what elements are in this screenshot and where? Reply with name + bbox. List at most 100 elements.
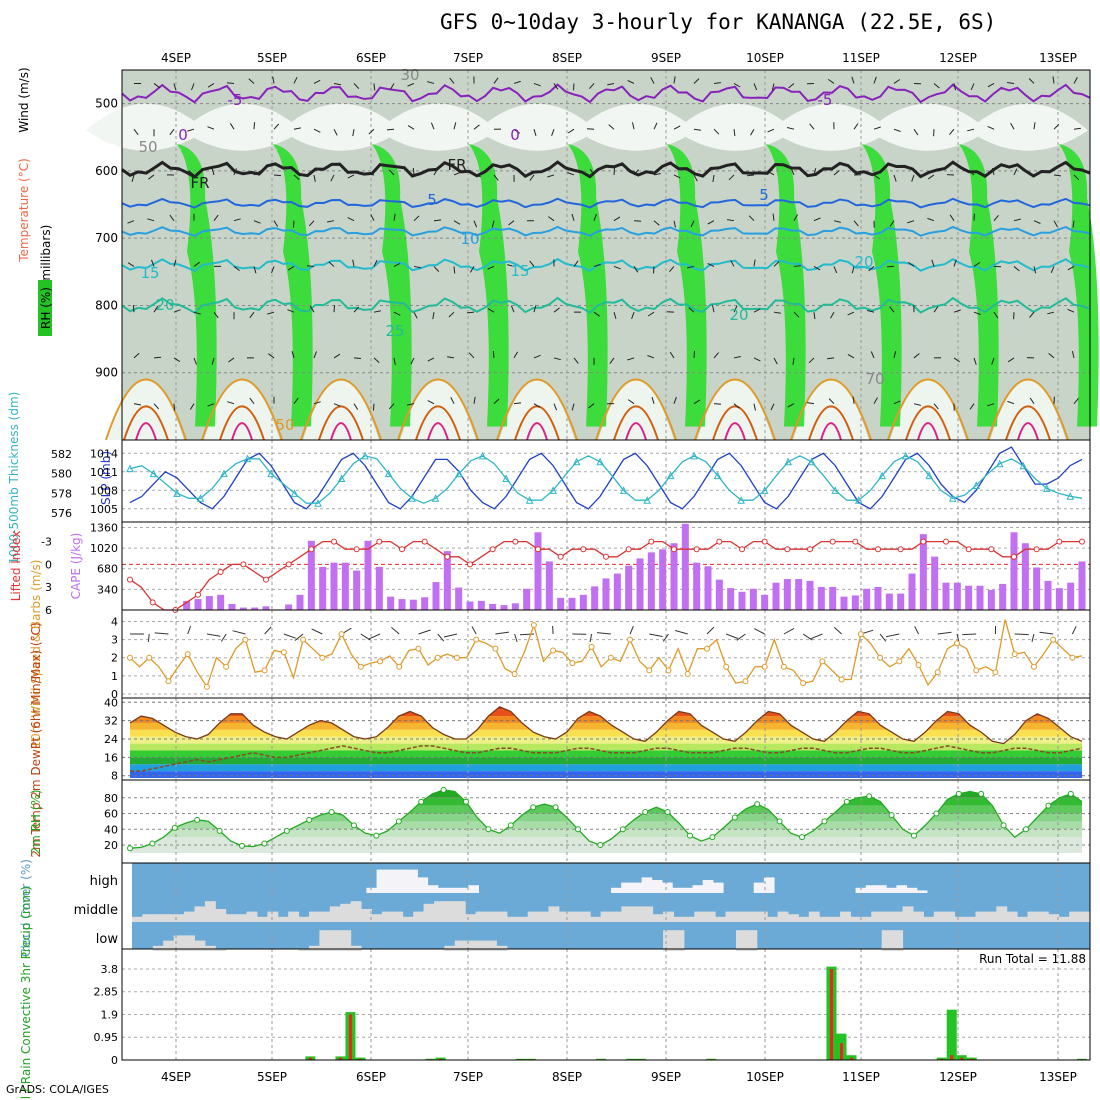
isotherm-30: [514, 405, 560, 441]
wind-barb: [193, 357, 197, 365]
rh-line-point: [619, 826, 626, 833]
surface-wind-barb: [675, 630, 688, 635]
cloud-cell: [611, 887, 622, 893]
cape-bar: [829, 586, 837, 610]
wind-barb: [727, 219, 735, 222]
pressure-field: [86, 70, 1099, 441]
wind-barb: [533, 354, 541, 359]
li-tick-label: 6: [45, 604, 52, 617]
cloud-cell: [376, 869, 388, 893]
cape-bar: [489, 603, 497, 610]
cape-bar: [613, 573, 621, 610]
wind-barb: [513, 128, 520, 134]
wind-barb: [773, 261, 780, 267]
wind-barb: [327, 220, 335, 223]
rh-line-point: [709, 834, 716, 841]
surface-wind-barb: [956, 633, 960, 643]
cloud-cell: [881, 911, 893, 922]
wind-barb: [647, 311, 655, 317]
wind-barb: [608, 124, 615, 130]
pressure-panel: (millibars) Wind (m/s) Temperature (°C) …: [17, 67, 118, 379]
cloud-cell: [1079, 911, 1091, 922]
wind-barb: [367, 173, 375, 176]
cloud-cell: [892, 911, 904, 922]
cloud-cell: [486, 911, 497, 922]
wind-barb: [750, 128, 755, 136]
wind-barb: [513, 351, 519, 359]
wind-barb: [793, 311, 800, 318]
cloud-cell: [434, 901, 445, 922]
wind-barb: [293, 174, 300, 180]
isotherm-25: [595, 378, 677, 441]
cloud-cell: [1017, 916, 1028, 922]
wind-barb: [713, 352, 719, 359]
cloud-cell: [712, 882, 724, 893]
surface-wind-barb: [810, 633, 823, 640]
thickness-tick-label: 576: [51, 507, 72, 520]
wind-barb: [211, 168, 215, 176]
cape-bar: [511, 603, 519, 610]
cloud-cell: [465, 914, 477, 922]
wind-barb: [953, 357, 960, 363]
cape-bar: [681, 523, 689, 610]
rh-tick-label: 60: [104, 808, 118, 821]
wind-barb: [833, 170, 840, 176]
cloud-cell: [871, 911, 883, 922]
wind-barb: [333, 82, 341, 86]
moist-region: [568, 144, 608, 427]
isotherm-35: [724, 422, 746, 441]
wind-barb: [347, 174, 355, 179]
wind-barb: [510, 305, 515, 313]
cape-bar: [330, 562, 338, 610]
surface-wind-barb: [437, 633, 445, 642]
cloud-cell: [517, 916, 529, 922]
wind-barb: [427, 81, 435, 84]
lifted-index-line-point: [557, 553, 564, 560]
isotherm-25: [201, 378, 283, 441]
lifted-index-line-point: [421, 538, 428, 545]
wind-barb: [468, 352, 475, 359]
cloud-cell: [475, 911, 487, 922]
wind-barb: [132, 305, 135, 313]
thickness-line: [129, 455, 1083, 504]
wind-barb: [533, 403, 541, 408]
thickness-axis-title: 1000-500mb Thickness (dm): [7, 392, 21, 565]
rh-line-point: [1000, 822, 1007, 829]
wind-barb: [353, 357, 362, 359]
li-tick-label: -3: [41, 536, 52, 549]
cloud-cell: [736, 930, 747, 951]
wind-barb: [571, 213, 575, 221]
surface-wind-barb: [495, 631, 510, 635]
wind-barb: [427, 357, 435, 362]
wind-barb: [1007, 357, 1015, 363]
cloud-cell: [621, 906, 633, 922]
isotherm-15: [121, 257, 1091, 273]
wind-barb: [253, 170, 261, 176]
surface-wind-barb: [232, 630, 246, 635]
thickness-line-point: [408, 494, 416, 502]
wind-barb: [233, 168, 237, 176]
wind-barb: [753, 308, 761, 313]
cloud-cell: [913, 911, 924, 922]
wind-barb: [851, 76, 855, 84]
wind-barb: [588, 403, 595, 409]
cloud-cell: [458, 887, 469, 893]
precip-convective-bar: [839, 1043, 843, 1060]
cloud-cell: [860, 916, 872, 922]
cloud-cell: [753, 882, 765, 893]
wind-barb: [690, 220, 695, 228]
rh-line-point: [1067, 790, 1074, 797]
wind-speed-line-point: [280, 649, 287, 656]
wind-barb: [211, 357, 215, 365]
cloud-cell: [402, 916, 414, 922]
wind-barb: [813, 168, 817, 176]
date-label-top: 7SEP: [453, 51, 483, 65]
cape-bar: [897, 593, 905, 610]
rh-line-point: [463, 798, 469, 805]
isotherm-35: [231, 422, 253, 441]
cloud-cell: [397, 869, 408, 893]
thickness-line-point: [666, 471, 675, 480]
rh-line-point: [194, 816, 201, 823]
cloud-cell: [184, 935, 195, 951]
rh-band: [122, 782, 1090, 790]
